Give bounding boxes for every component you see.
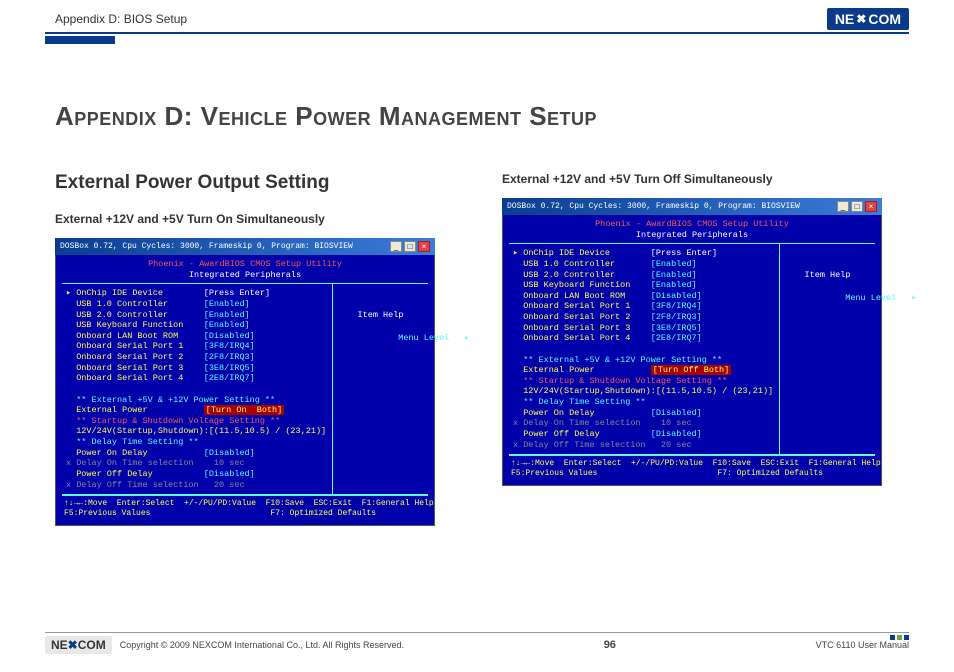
bios-window-right: DOSBox 0.72, Cpu Cycles: 3000, Frameskip…	[502, 198, 882, 486]
bios-titlebar: DOSBox 0.72, Cpu Cycles: 3000, Frameskip…	[502, 198, 882, 215]
bios-row[interactable]: Onboard LAN Boot ROM [Disabled]	[513, 291, 775, 302]
bios-row[interactable]: Onboard Serial Port 2 [2F8/IRQ3]	[66, 352, 328, 363]
brand-logo: NE✖COM	[827, 8, 909, 30]
brand-text-2: COM	[868, 11, 901, 27]
bios-row[interactable]: x Delay Off Time selection 20 sec	[513, 440, 775, 451]
page-number: 96	[604, 639, 616, 651]
bios-row[interactable]: Power Off Delay [Disabled]	[513, 429, 775, 440]
bios-section: ** Startup & Shutdown Voltage Setting **	[513, 376, 775, 387]
bios-row[interactable]: USB Keyboard Function [Enabled]	[66, 320, 328, 331]
header-accent	[45, 36, 115, 44]
bios-row-external-power[interactable]: External Power [Turn Off Both]	[513, 365, 775, 376]
bios-head1: Phoenix - AwardBIOS CMOS Setup Utility	[595, 219, 789, 229]
bios-row[interactable]: USB 1.0 Controller [Enabled]	[513, 259, 775, 270]
bios-row[interactable]: Power On Delay [Disabled]	[513, 408, 775, 419]
window-title: DOSBox 0.72, Cpu Cycles: 3000, Frameskip…	[507, 202, 800, 211]
footer-logo: NE✖COM	[45, 636, 112, 654]
bios-row[interactable]: 12V/24V(Startup,Shutdown):[(11.5,10.5) /…	[66, 426, 328, 437]
bios-head2: Integrated Peripherals	[636, 230, 748, 240]
breadcrumb: Appendix D: BIOS Setup	[55, 12, 187, 26]
bios-row[interactable]: Onboard Serial Port 3 [3E8/IRQ5]	[513, 323, 775, 334]
bios-row[interactable]: Onboard Serial Port 1 [3F8/IRQ4]	[66, 341, 328, 352]
right-subheading: External +12V and +5V Turn Off Simultane…	[502, 172, 909, 186]
menu-level: Menu Level ▸	[845, 293, 916, 303]
bios-row[interactable]: Onboard Serial Port 3 [3E8/IRQ5]	[66, 363, 328, 374]
right-column: External +12V and +5V Turn Off Simultane…	[502, 172, 909, 526]
bios-row[interactable]: USB 2.0 Controller [Enabled]	[66, 310, 328, 321]
bios-head1: Phoenix - AwardBIOS CMOS Setup Utility	[148, 259, 342, 269]
x-icon: ✖	[856, 12, 866, 26]
minimize-icon[interactable]: _	[837, 201, 849, 212]
section-heading: External Power Output Setting	[55, 172, 462, 194]
bios-section: ** Delay Time Setting **	[513, 397, 775, 408]
bios-row-external-power[interactable]: External Power [Turn On Both]	[66, 405, 328, 416]
bios-row[interactable]: Power Off Delay [Disabled]	[66, 469, 328, 480]
bios-row[interactable]: x Delay On Time selection 10 sec	[66, 458, 328, 469]
bios-row[interactable]: Onboard Serial Port 4 [2E8/IRQ7]	[513, 333, 775, 344]
page-title: Appendix D: Vehicle Power Management Set…	[55, 101, 954, 132]
bios-section: ** Startup & Shutdown Voltage Setting **	[66, 416, 328, 427]
left-column: External Power Output Setting External +…	[55, 172, 462, 526]
left-subheading: External +12V and +5V Turn On Simultaneo…	[55, 212, 462, 226]
bios-row[interactable]: x Delay On Time selection 10 sec	[513, 418, 775, 429]
bios-row[interactable]: Onboard LAN Boot ROM [Disabled]	[66, 331, 328, 342]
bios-section: ** Delay Time Setting **	[66, 437, 328, 448]
bios-window-left: DOSBox 0.72, Cpu Cycles: 3000, Frameskip…	[55, 238, 435, 526]
bios-section: ** External +5V & +12V Power Setting **	[66, 395, 328, 406]
copyright: Copyright © 2009 NEXCOM International Co…	[120, 640, 404, 650]
item-help-label: Item Help	[784, 270, 871, 281]
bios-row[interactable]: USB 2.0 Controller [Enabled]	[513, 270, 775, 281]
doc-name: VTC 6110 User Manual	[816, 640, 909, 650]
bios-help-pane: Item Help Menu Level ▸	[333, 284, 428, 494]
bios-row[interactable]: ▸ OnChip IDE Device [Press Enter]	[66, 288, 328, 299]
bios-row[interactable]: ▸ OnChip IDE Device [Press Enter]	[513, 248, 775, 259]
minimize-icon[interactable]: _	[390, 241, 402, 252]
brand-text-1: NE	[835, 11, 854, 27]
maximize-icon[interactable]: □	[404, 241, 416, 252]
bios-settings-pane[interactable]: ▸ OnChip IDE Device [Press Enter] USB 1.…	[62, 284, 333, 494]
bios-section: ** External +5V & +12V Power Setting **	[513, 355, 775, 366]
bios-row[interactable]: USB 1.0 Controller [Enabled]	[66, 299, 328, 310]
bios-titlebar: DOSBox 0.72, Cpu Cycles: 3000, Frameskip…	[55, 238, 435, 255]
close-icon[interactable]: ×	[865, 201, 877, 212]
bios-row[interactable]: USB Keyboard Function [Enabled]	[513, 280, 775, 291]
bios-head2: Integrated Peripherals	[189, 270, 301, 280]
bios-settings-pane[interactable]: ▸ OnChip IDE Device [Press Enter] USB 1.…	[509, 244, 780, 454]
bios-row[interactable]: Onboard Serial Port 2 [2F8/IRQ3]	[513, 312, 775, 323]
bios-help-pane: Item Help Menu Level ▸	[780, 244, 875, 454]
maximize-icon[interactable]: □	[851, 201, 863, 212]
menu-level: Menu Level ▸	[398, 333, 469, 343]
header-rule	[45, 32, 909, 34]
bios-row[interactable]: x Delay Off Time selection 20 sec	[66, 480, 328, 491]
bios-row[interactable]: 12V/24V(Startup,Shutdown):[(11.5,10.5) /…	[513, 386, 775, 397]
bios-key-hints: ↑↓→←:Move Enter:Select +/-/PU/PD:Value F…	[62, 495, 428, 519]
bios-key-hints: ↑↓→←:Move Enter:Select +/-/PU/PD:Value F…	[509, 455, 875, 479]
bios-row[interactable]: Onboard Serial Port 4 [2E8/IRQ7]	[66, 373, 328, 384]
bios-row[interactable]: Power On Delay [Disabled]	[66, 448, 328, 459]
bios-row[interactable]: Onboard Serial Port 1 [3F8/IRQ4]	[513, 301, 775, 312]
window-title: DOSBox 0.72, Cpu Cycles: 3000, Frameskip…	[60, 242, 353, 251]
item-help-label: Item Help	[337, 310, 424, 321]
close-icon[interactable]: ×	[418, 241, 430, 252]
